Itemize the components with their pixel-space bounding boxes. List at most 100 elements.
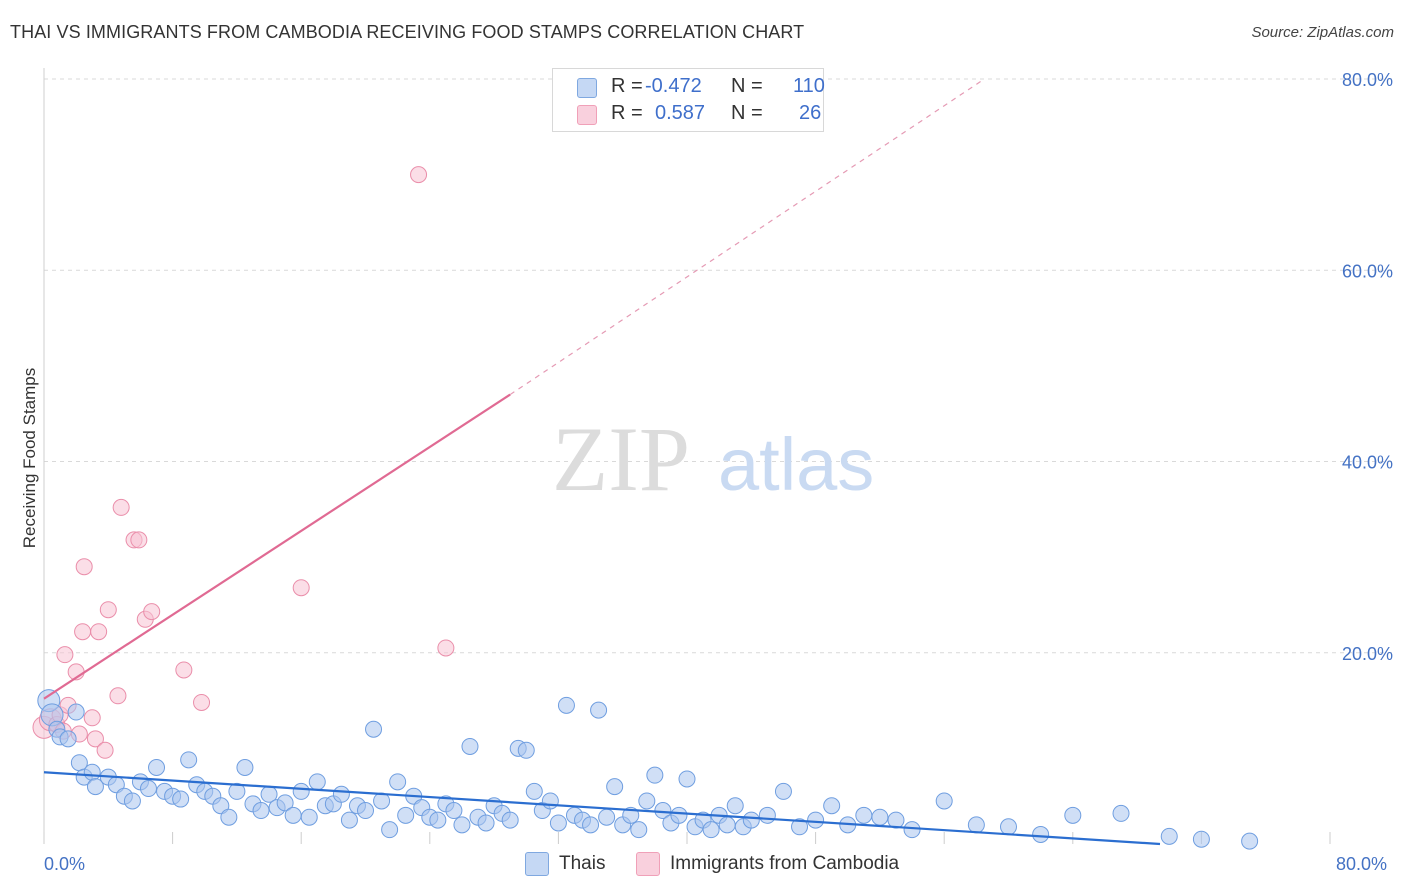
x-tick-label-min: 0.0% (44, 854, 85, 874)
cambodia-point (74, 623, 92, 641)
cambodia-point (410, 166, 428, 184)
thai-point (123, 792, 141, 810)
legend-swatch-cambodia (577, 105, 597, 125)
thai-point (606, 778, 624, 796)
thai-point (702, 821, 720, 839)
thai-point (172, 790, 190, 808)
thai-point (823, 797, 841, 815)
thai-point (429, 811, 447, 829)
cambodia-point (175, 661, 193, 679)
thai-point (1112, 804, 1130, 822)
thai-point (774, 782, 792, 800)
y-tick-label: 60.0% (1342, 261, 1393, 281)
legend-r-label: R = (611, 102, 643, 124)
cambodia-point (437, 639, 455, 657)
bottom-legend-swatch-cambodia (636, 852, 660, 876)
thai-point (903, 821, 921, 839)
thai-point (791, 818, 809, 836)
thai-point (855, 806, 873, 824)
thai-point (381, 821, 399, 839)
thai-point (1032, 825, 1050, 843)
cambodia-point (112, 498, 130, 516)
thai-point (678, 770, 696, 788)
thai-point (357, 802, 374, 820)
thai-point (445, 802, 463, 820)
y-tick-labels: 20.0% 40.0% 60.0% 80.0% (1342, 70, 1393, 664)
legend-swatch-thai (577, 78, 597, 98)
thai-point (59, 730, 77, 748)
thai-point (236, 759, 254, 776)
cambodia-point (56, 646, 74, 664)
cambodia-point (86, 730, 104, 748)
bottom-legend-label-thai: Thais (559, 853, 606, 874)
thai-point (300, 808, 318, 826)
thai-point (308, 773, 326, 791)
thai-point (557, 696, 575, 714)
thai-point (461, 737, 479, 755)
legend-n-value-cambodia: 26 (799, 102, 822, 124)
thai-point (517, 741, 535, 759)
legend-r-value-cambodia: 0.587 (655, 102, 706, 124)
thai-point (228, 782, 246, 800)
legend-n-label: N = (731, 102, 763, 124)
chart-title: THAI VS IMMIGRANTS FROM CAMBODIA RECEIVI… (10, 22, 805, 42)
thai-point (220, 808, 238, 826)
thai-point (67, 703, 85, 721)
thai-point (292, 782, 310, 800)
thai-point (180, 751, 198, 769)
y-tick-label: 40.0% (1342, 453, 1393, 473)
thai-point (646, 766, 664, 784)
cambodia-point (96, 741, 114, 759)
thai-point (284, 806, 302, 824)
cambodia-point (75, 558, 93, 576)
thai-point (718, 816, 736, 834)
legend-n-label: N = (731, 75, 763, 97)
correlation-legend: R = -0.472 N = 110 R = 0.587 N = 26 (552, 68, 825, 132)
thai-point (525, 782, 543, 800)
watermark-atlas: atlas (718, 423, 874, 506)
cambodia-point (109, 687, 127, 705)
legend-n-value-thai: 110 (793, 75, 825, 97)
thai-point (389, 773, 407, 791)
x-tick-label-max: 80.0% (1336, 854, 1387, 874)
thai-point (582, 816, 600, 834)
thai-point (139, 780, 157, 798)
thai-point (742, 811, 760, 829)
cambodia-point (193, 693, 211, 711)
cambodia-point (130, 531, 148, 549)
cambodia-point (292, 579, 310, 597)
trend-lines (43, 78, 1161, 846)
bottom-legend-label-cambodia: Immigrants from Cambodia (670, 853, 900, 874)
cambodia-trend-extension (509, 78, 985, 396)
cambodia-point (99, 601, 117, 619)
thai-point (967, 816, 985, 834)
thai-point (83, 763, 101, 781)
y-tick-label: 20.0% (1342, 644, 1393, 664)
thai-point (807, 811, 825, 829)
thai-point (453, 816, 471, 834)
thai-point (541, 792, 559, 810)
cambodia-point (90, 623, 108, 641)
cambodia-point (83, 709, 101, 727)
y-tick-label: 80.0% (1342, 70, 1393, 90)
thai-point (86, 778, 104, 796)
thai-point (1000, 818, 1017, 836)
thai-point (935, 792, 953, 810)
thai-point (549, 814, 567, 832)
legend-r-value-thai: -0.472 (645, 75, 702, 97)
thai-point (1160, 827, 1178, 845)
y-axis-label: Receiving Food Stamps (20, 368, 39, 548)
legend-r-label: R = (611, 75, 643, 97)
thai-point (670, 806, 688, 824)
thai-point (477, 814, 495, 832)
cambodia-point (143, 603, 161, 621)
cambodia-trend-line (43, 393, 511, 700)
series-cambodia-points (32, 166, 455, 759)
watermark-zip: ZIP (552, 408, 690, 510)
series-thai-points (37, 689, 1259, 850)
thai-point (148, 759, 166, 776)
thai-point (501, 811, 519, 829)
thai-point (1064, 806, 1082, 824)
thai-point (252, 802, 270, 820)
source-label: Source: ZipAtlas.com (1251, 24, 1394, 41)
